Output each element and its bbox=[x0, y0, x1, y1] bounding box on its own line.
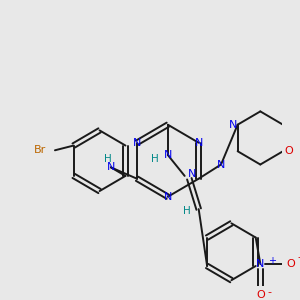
Text: N: N bbox=[164, 192, 172, 202]
Text: N: N bbox=[256, 259, 265, 269]
Text: -: - bbox=[268, 287, 272, 298]
Text: N: N bbox=[164, 150, 172, 160]
Text: O: O bbox=[287, 259, 296, 269]
Text: H: H bbox=[104, 154, 112, 164]
Text: N: N bbox=[107, 162, 115, 172]
Text: O: O bbox=[284, 146, 293, 156]
Text: O: O bbox=[256, 290, 265, 300]
Text: H: H bbox=[183, 206, 190, 216]
Text: Br: Br bbox=[34, 145, 46, 155]
Text: N: N bbox=[229, 120, 237, 130]
Text: N: N bbox=[194, 138, 203, 148]
Text: N: N bbox=[188, 169, 196, 179]
Text: H: H bbox=[151, 154, 159, 164]
Text: N: N bbox=[133, 138, 141, 148]
Text: +: + bbox=[268, 256, 276, 266]
Text: -: - bbox=[298, 253, 300, 262]
Text: N: N bbox=[217, 160, 225, 170]
